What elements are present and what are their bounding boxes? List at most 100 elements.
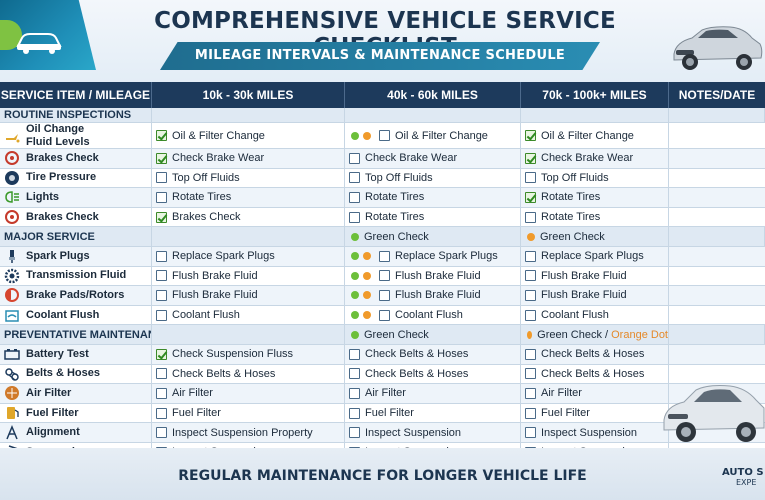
service-checkbox[interactable]	[156, 250, 167, 262]
checklist-cell: Flush Brake Fluid	[152, 266, 345, 286]
empty-cell[interactable]	[669, 108, 765, 122]
checklist-task-label: Rotate Tires	[541, 191, 601, 204]
service-checkbox[interactable]	[525, 407, 536, 419]
service-checkbox[interactable]	[156, 427, 167, 439]
service-checkbox[interactable]	[525, 130, 536, 141]
status-dots	[345, 267, 371, 286]
service-checkbox[interactable]	[156, 289, 167, 301]
service-item-label: Brakes Check	[26, 151, 99, 164]
service-checkbox[interactable]	[379, 130, 390, 141]
checklist-cell: Check Brake Wear	[345, 149, 521, 168]
section-header-row: ROUTINE INSPECTIONS	[0, 108, 765, 123]
checklist-task-label: Replace Spark Plugs	[395, 250, 498, 263]
checklist-task-label: Check Belts & Hoses	[172, 367, 276, 380]
service-checkbox[interactable]	[349, 407, 360, 419]
service-checkbox[interactable]	[349, 152, 360, 164]
green-status-dot	[351, 232, 359, 241]
service-item-cell: Air Filter	[0, 384, 152, 403]
notes-date-cell[interactable]	[669, 149, 765, 168]
service-checkbox[interactable]	[349, 172, 360, 184]
service-checkbox[interactable]	[156, 211, 167, 223]
service-checkbox[interactable]	[156, 407, 167, 419]
service-checkbox[interactable]	[156, 348, 167, 360]
checklist-task-label: Air Filter	[172, 387, 213, 400]
service-checkbox[interactable]	[379, 270, 390, 282]
service-checkbox[interactable]	[156, 387, 167, 399]
section-header-row: MAJOR SERVICE Green Check Green Check	[0, 227, 765, 247]
service-checkbox[interactable]	[525, 309, 536, 321]
service-item-cell: Transmission Fluid	[0, 266, 152, 286]
section-title-cell: ROUTINE INSPECTIONS	[0, 108, 152, 122]
service-checkbox[interactable]	[525, 211, 536, 223]
notes-date-cell[interactable]	[669, 247, 765, 266]
notes-date-cell[interactable]	[669, 345, 765, 364]
service-checkbox[interactable]	[525, 289, 536, 301]
service-checkbox[interactable]	[525, 250, 536, 262]
notes-date-cell[interactable]	[669, 123, 765, 148]
checklist-cell: Check Brake Wear	[521, 149, 669, 168]
checklist-cell: Flush Brake Fluid	[152, 286, 345, 305]
service-checkbox[interactable]	[156, 152, 167, 164]
checklist-cell: Replace Spark Plugs	[152, 247, 345, 266]
service-checkbox[interactable]	[349, 211, 360, 223]
service-checkbox[interactable]	[525, 270, 536, 282]
service-checkbox[interactable]	[525, 427, 536, 439]
service-checkbox[interactable]	[156, 172, 167, 184]
service-item-label: Transmission Fluid	[26, 269, 127, 282]
service-checkbox[interactable]	[156, 270, 167, 282]
empty-cell[interactable]	[669, 325, 765, 344]
service-item-cell: Lights	[0, 188, 152, 207]
checklist-task-label: Flush Brake Fluid	[395, 289, 481, 302]
notes-date-cell[interactable]	[669, 306, 765, 325]
service-item-labels: Belts & Hoses	[26, 367, 100, 380]
service-checkbox[interactable]	[525, 191, 536, 203]
service-checkbox[interactable]	[525, 172, 536, 184]
service-checkbox[interactable]	[349, 191, 360, 203]
table-row: Oil Change Fluid Levels Oil & Filter Chang…	[0, 123, 765, 149]
service-item-labels: Brake Pads/Rotors	[26, 289, 124, 302]
tire-icon	[4, 170, 20, 186]
notes-date-cell[interactable]	[669, 267, 765, 286]
checklist-cell: Rotate Tires	[521, 188, 669, 207]
checklist-task-label: Rotate Tires	[172, 191, 232, 204]
service-checkbox[interactable]	[525, 368, 536, 380]
checklist-task-label: Coolant Flush	[395, 309, 463, 322]
brake-disc-icon	[4, 209, 20, 225]
service-checkbox[interactable]	[525, 152, 536, 164]
service-item-labels: Oil Change Fluid Levels	[26, 123, 90, 148]
service-checkbox[interactable]	[525, 348, 536, 360]
table-row: Brakes Check Brakes Check Rotate Tires Rota…	[0, 207, 765, 228]
table-row: Tire Pressure Top Off Fluids Top Off Fluid…	[0, 168, 765, 189]
service-checkbox[interactable]	[156, 130, 167, 141]
checklist-cell: Check Brake Wear	[152, 149, 345, 168]
service-checkbox[interactable]	[349, 387, 360, 399]
battery-icon	[4, 346, 20, 362]
service-checkbox[interactable]	[156, 191, 167, 203]
checklist-cell: Air Filter	[521, 384, 669, 403]
notes-date-cell[interactable]	[669, 286, 765, 305]
checklist-cell: Oil & Filter Change	[375, 123, 521, 148]
checklist-task-label: Top Off Fluids	[172, 171, 240, 184]
checklist-cell: Check Belts & Hoses	[345, 364, 521, 384]
car-logo-icon	[16, 33, 62, 54]
notes-date-cell[interactable]	[669, 188, 765, 207]
service-checkbox[interactable]	[349, 348, 360, 360]
service-checkbox[interactable]	[156, 368, 167, 380]
service-checkbox[interactable]	[525, 387, 536, 399]
service-checklist-table: SERVICE ITEM / MILEAGE 10k - 30k MILES 4…	[0, 82, 765, 463]
section-header-row: PREVENTATIVE MAINTENANCE Green Check Green…	[0, 325, 765, 345]
green-status-dot	[351, 291, 359, 300]
service-checkbox[interactable]	[349, 427, 360, 439]
notes-date-cell[interactable]	[669, 169, 765, 188]
service-checkbox[interactable]	[156, 309, 167, 321]
service-checkbox[interactable]	[379, 250, 390, 262]
empty-cell[interactable]	[669, 227, 765, 246]
service-checkbox[interactable]	[349, 368, 360, 380]
notes-date-cell[interactable]	[669, 208, 765, 227]
section-status-cell: Green Check	[345, 227, 521, 246]
checklist-task-label: Coolant Flush	[541, 309, 609, 322]
service-checkbox[interactable]	[379, 289, 390, 301]
service-item-label: Battery Test	[26, 347, 89, 360]
table-row: Air Filter Air Filter Air Filter Air Filter	[0, 384, 765, 404]
service-checkbox[interactable]	[379, 309, 390, 321]
